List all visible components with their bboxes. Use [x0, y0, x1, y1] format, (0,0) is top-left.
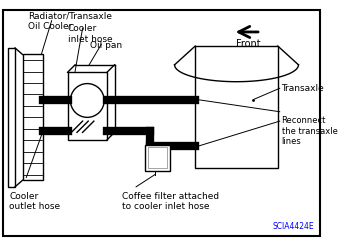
- Text: Reconnect
the transaxle
lines: Reconnect the transaxle lines: [282, 116, 337, 146]
- Bar: [8, 48, 15, 187]
- Bar: [67, 72, 107, 140]
- Text: Coffee filter attached
to cooler inlet hose: Coffee filter attached to cooler inlet h…: [122, 192, 219, 211]
- Text: Front: Front: [236, 39, 261, 49]
- Circle shape: [71, 84, 104, 117]
- Text: Cooler
outlet hose: Cooler outlet hose: [9, 192, 61, 211]
- Text: Cooler
inlet hose: Cooler inlet hose: [67, 24, 112, 44]
- Bar: [148, 147, 167, 168]
- Text: Oil pan: Oil pan: [90, 41, 122, 50]
- Text: Radiator/Transaxle
Oil Cooler: Radiator/Transaxle Oil Cooler: [28, 11, 112, 31]
- Bar: [195, 46, 278, 168]
- Bar: [146, 145, 170, 171]
- Text: Transaxle: Transaxle: [282, 84, 324, 93]
- Bar: [22, 54, 43, 180]
- Text: SCIA4424E: SCIA4424E: [273, 222, 314, 231]
